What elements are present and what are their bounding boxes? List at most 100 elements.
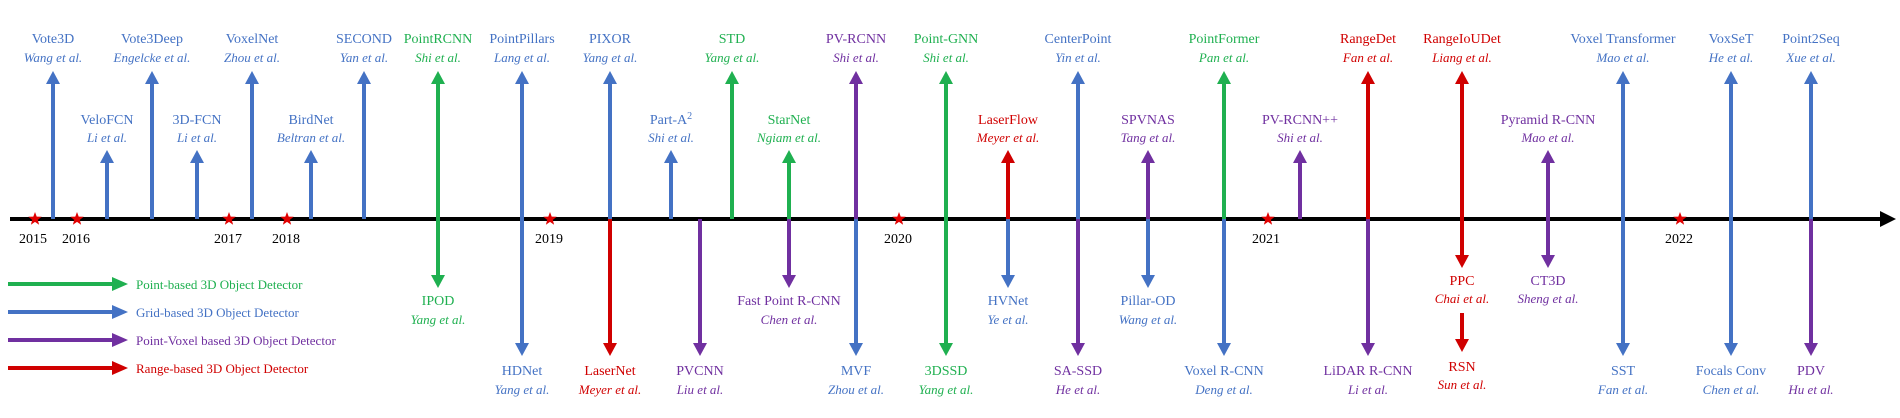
year-label-2021: 2021 — [1252, 232, 1280, 247]
method-authors-pointpillars: Lang et al. — [493, 50, 550, 65]
arrow-ipod — [431, 219, 445, 288]
arrow-voxset — [1724, 71, 1738, 219]
method-authors-3dssd: Yang et al. — [919, 382, 974, 397]
method-authors-hdnet: Yang et al. — [495, 382, 550, 397]
method-authors-hvnet: Ye et al. — [987, 312, 1028, 327]
year-marker-star-2021 — [1261, 212, 1275, 225]
method-authors-pixor: Yang et al. — [583, 50, 638, 65]
legend-label-grid: Grid-based 3D Object Detector — [136, 305, 299, 320]
arrow-birdnet — [304, 150, 318, 219]
legend-item-range: Range-based 3D Object Detector — [8, 361, 309, 376]
method-authors-vote3deep: Engelcke et al. — [113, 50, 191, 65]
legend-item-point: Point-based 3D Object Detector — [8, 277, 303, 292]
method-name-pointpillars: PointPillars — [489, 32, 554, 47]
method-name-pillarod: Pillar-OD — [1121, 294, 1176, 309]
method-name-point2seq: Point2Seq — [1782, 32, 1840, 47]
method-name-ipod: IPOD — [422, 294, 455, 309]
arrow-focalsconv — [1724, 219, 1738, 356]
arrow-spvnas — [1141, 150, 1155, 219]
method-authors-pyramidrcnn: Mao et al. — [1520, 130, 1574, 145]
year-marker-star-2019 — [543, 212, 557, 225]
year-label-2018: 2018 — [272, 232, 300, 247]
method-name-sst: SST — [1611, 364, 1636, 379]
method-authors-pvrcnnpp: Shi et al. — [1277, 130, 1323, 145]
arrow-pixor — [603, 71, 617, 219]
method-authors-voxeltransformer: Mao et al. — [1595, 50, 1649, 65]
method-name-starnet: StarNet — [768, 113, 811, 128]
method-authors-mvf: Zhou et al. — [828, 382, 884, 397]
arrow-voxeltransformer — [1616, 71, 1630, 219]
arrow-laserflow — [1001, 150, 1015, 219]
method-name-pointformer: PointFormer — [1189, 32, 1260, 47]
legend-label-range: Range-based 3D Object Detector — [136, 361, 309, 376]
method-name-std: STD — [719, 32, 745, 47]
year-label-2016: 2016 — [62, 232, 90, 247]
method-name-pvcnn: PVCNN — [676, 364, 723, 379]
method-name-sassd: SA-SSD — [1054, 364, 1102, 379]
arrow-rsn — [1455, 313, 1469, 352]
arrow-vote3d — [46, 71, 60, 219]
year-marker-star-2017 — [222, 212, 236, 225]
method-name-ppc: PPC — [1450, 274, 1475, 289]
arrow-pyramidrcnn — [1541, 150, 1555, 219]
method-authors-pvrcnn: Shi et al. — [833, 50, 879, 65]
legend-item-grid: Grid-based 3D Object Detector — [8, 305, 299, 320]
method-authors-second: Yan et al. — [340, 50, 388, 65]
arrow-pointgnn — [939, 71, 953, 219]
arrow-lidarrcnn — [1361, 219, 1375, 356]
method-authors-focalsconv: Chen et al. — [1703, 382, 1760, 397]
method-name-pyramidrcnn: Pyramid R-CNN — [1501, 113, 1596, 128]
method-name-voxelrcnn: Voxel R-CNN — [1184, 364, 1263, 379]
method-name-pvrcnn: PV-RCNN — [826, 32, 886, 47]
arrow-pdv — [1804, 219, 1818, 356]
method-authors-spvnas: Tang et al. — [1121, 130, 1176, 145]
arrow-pointpillars — [515, 71, 529, 219]
arrow-hvnet — [1001, 219, 1015, 288]
method-name-second: SECOND — [336, 32, 392, 47]
year-label-2020: 2020 — [884, 232, 912, 247]
method-name-lidarrcnn: LiDAR R-CNN — [1323, 364, 1412, 379]
method-name-pixor: PIXOR — [589, 32, 632, 47]
method-name-pdv: PDV — [1797, 364, 1825, 379]
year-marker-star-2015 — [28, 212, 42, 225]
method-name-hdnet: HDNet — [502, 364, 543, 379]
method-authors-parta2: Shi et al. — [648, 130, 694, 145]
year-label-2019: 2019 — [535, 232, 563, 247]
legend-item-pointvoxel: Point-Voxel based 3D Object Detector — [8, 333, 336, 348]
arrow-parta2 — [664, 150, 678, 219]
arrow-fastpointrcnn — [782, 219, 796, 288]
arrow-pointformer — [1217, 71, 1231, 219]
year-marker-star-2016 — [70, 212, 84, 225]
arrow-3dfcn — [190, 150, 204, 219]
method-authors-vote3d: Wang et al. — [24, 50, 82, 65]
method-authors-pvcnn: Liu et al. — [676, 382, 724, 397]
method-authors-rangeioudet: Liang et al. — [1431, 50, 1492, 65]
method-name-centerpoint: CenterPoint — [1045, 32, 1112, 47]
method-name-laserflow: LaserFlow — [978, 113, 1039, 128]
method-name-pointgnn: Point-GNN — [914, 32, 979, 47]
arrow-mvf — [849, 219, 863, 356]
method-authors-3dfcn: Li et al. — [176, 130, 217, 145]
method-authors-voxelnet: Zhou et al. — [224, 50, 280, 65]
arrow-pillarod — [1141, 219, 1155, 288]
method-authors-ct3d: Sheng et al. — [1517, 291, 1578, 306]
method-name-hvnet: HVNet — [988, 294, 1029, 309]
method-authors-point2seq: Xue et al. — [1785, 50, 1835, 65]
arrow-rangeioudet — [1455, 71, 1469, 219]
method-name-spvnas: SPVNAS — [1121, 113, 1175, 128]
method-authors-ipod: Yang et al. — [411, 312, 466, 327]
method-authors-sassd: He et al. — [1055, 382, 1100, 397]
method-authors-lidarrcnn: Li et al. — [1347, 382, 1388, 397]
method-name-voxset: VoxSeT — [1709, 32, 1754, 47]
arrow-voxelrcnn — [1217, 219, 1231, 356]
method-authors-voxset: He et al. — [1708, 50, 1753, 65]
year-marker-star-2022 — [1673, 212, 1687, 225]
method-authors-sst: Fan et al. — [1597, 382, 1648, 397]
arrow-pvrcnnpp — [1293, 150, 1307, 219]
method-name-parta2: Part-A2 — [650, 111, 692, 129]
year-label-2015: 2015 — [19, 232, 47, 247]
arrow-second — [357, 71, 371, 219]
method-authors-fastpointrcnn: Chen et al. — [761, 312, 818, 327]
arrow-pointrcnn — [431, 71, 445, 219]
arrow-centerpoint — [1071, 71, 1085, 219]
